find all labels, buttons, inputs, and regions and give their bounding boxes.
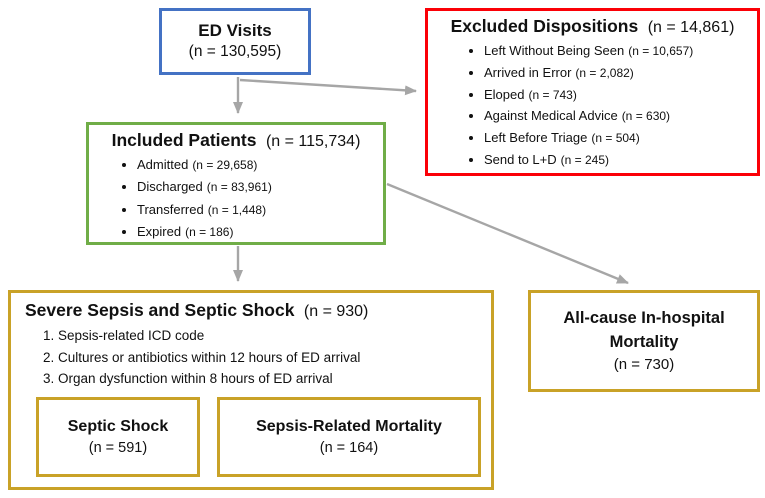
included-title-line: Included Patients (n = 115,734) [95,130,377,151]
septic-shock-count: (n = 591) [88,440,148,457]
excluded-title-line: Excluded Dispositions (n = 14,861) [436,16,749,37]
ed-visits-count: (n = 130,595) [188,43,282,61]
box-sepsis-related-mortality: Sepsis-Related Mortality (n = 164) [217,397,481,477]
excluded-item: Eloped(n = 743) [484,84,749,106]
arrow-included-to-allcause [386,182,629,285]
included-title: Included Patients [111,130,257,150]
ed-visits-title: ED Visits [198,21,272,41]
septic-shock-title: Septic Shock [67,417,169,435]
excluded-count: (n = 14,861) [647,19,735,36]
excluded-item: Arrived in Error(n = 2,082) [484,62,749,84]
sepsis-mortality-count: (n = 164) [319,440,379,457]
severe-title: Severe Sepsis and Septic Shock [25,300,295,320]
box-ed-visits: ED Visits (n = 130,595) [159,8,311,75]
all-cause-title-line1: All-cause In-hospital [563,309,725,328]
excluded-item: Left Before Triage(n = 504) [484,127,749,149]
box-excluded-dispositions: Excluded Dispositions (n = 14,861) Left … [425,8,760,176]
included-item: Expired(n = 186) [137,221,377,243]
excluded-title: Excluded Dispositions [450,16,639,36]
all-cause-title-line2: Mortality [609,332,679,351]
included-item: Discharged(n = 83,961) [137,176,377,198]
included-count: (n = 115,734) [265,133,361,150]
excluded-item: Send to L+D(n = 245) [484,149,749,171]
severe-criterion: Organ dysfunction within 8 hours of ED a… [58,368,481,390]
box-all-cause-mortality: All-cause In-hospital Mortality (n = 730… [528,290,760,392]
arrow-ed-to-excluded [239,78,417,96]
excluded-item: Left Without Being Seen(n = 10,657) [484,40,749,62]
severe-count: (n = 930) [303,303,369,320]
severe-criterion: Cultures or antibiotics within 12 hours … [58,347,481,369]
sepsis-mortality-title: Sepsis-Related Mortality [256,417,442,435]
excluded-item: Against Medical Advice(n = 630) [484,105,749,127]
excluded-items-list: Left Without Being Seen(n = 10,657) Arri… [436,40,749,171]
box-septic-shock: Septic Shock (n = 591) [36,397,200,477]
included-item: Admitted(n = 29,658) [137,154,377,176]
severe-criterion: Sepsis-related ICD code [58,325,481,347]
severe-title-line: Severe Sepsis and Septic Shock (n = 930) [25,300,481,321]
included-item: Transferred(n = 1,448) [137,199,377,221]
box-included-patients: Included Patients (n = 115,734) Admitted… [86,122,386,245]
severe-criteria-list: Sepsis-related ICD code Cultures or anti… [25,325,481,390]
included-items-list: Admitted(n = 29,658) Discharged(n = 83,9… [95,154,377,243]
box-severe-sepsis: Severe Sepsis and Septic Shock (n = 930)… [8,290,494,490]
all-cause-count: (n = 730) [613,355,675,373]
